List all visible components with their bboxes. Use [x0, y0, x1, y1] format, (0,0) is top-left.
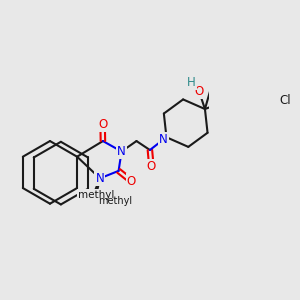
Text: Cl: Cl — [280, 94, 291, 106]
Text: N: N — [117, 145, 126, 158]
Text: methyl: methyl — [98, 196, 132, 206]
Text: N: N — [159, 133, 168, 146]
Text: N: N — [96, 172, 104, 185]
Text: O: O — [194, 85, 204, 98]
Text: methyl: methyl — [78, 190, 114, 200]
Text: O: O — [127, 175, 136, 188]
Text: O: O — [147, 160, 156, 173]
Text: O: O — [98, 118, 107, 131]
Text: H: H — [187, 76, 196, 89]
